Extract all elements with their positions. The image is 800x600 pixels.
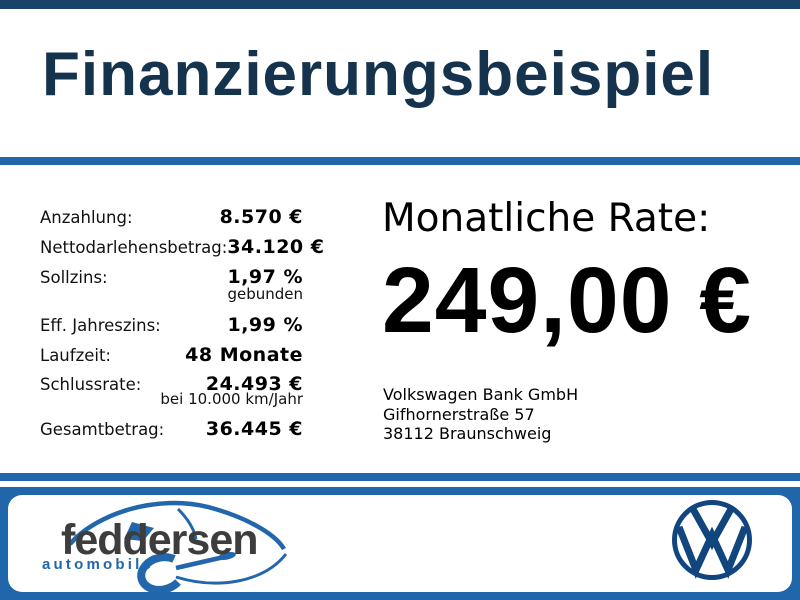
footer-band: feddersen automobile <box>0 487 800 600</box>
footer-divider <box>0 473 800 481</box>
finance-row-label: Nettodarlehensbetrag: <box>40 238 228 257</box>
finance-row-value: 8.570 € <box>219 206 303 228</box>
finance-row-value: 24.493 € <box>205 373 303 395</box>
bank-name: Volkswagen Bank GmbH <box>383 385 579 404</box>
finance-row: Sollzins: 1,97 % <box>40 266 303 288</box>
finance-row-value: 48 Monate <box>185 344 303 366</box>
vw-roundel-icon <box>672 500 752 580</box>
finance-row-label: Schlussrate: <box>40 375 142 394</box>
finance-row: Anzahlung: 8.570 € <box>40 206 303 228</box>
finance-row-note: bei 10.000 km/Jahr <box>160 390 303 408</box>
finance-row-value: 1,99 % <box>227 314 303 336</box>
finance-row-value: 36.445 € <box>205 418 303 440</box>
finance-row-note: gebunden <box>227 285 303 303</box>
finance-row-value: 1,97 % <box>227 266 303 288</box>
dealer-name-text: feddersen <box>61 516 258 564</box>
dealer-logo: feddersen automobile <box>42 500 288 593</box>
bank-street: Gifhornerstraße 57 <box>383 404 535 424</box>
car-outline-icon <box>68 500 288 593</box>
finance-row: Schlussrate: 24.493 € <box>40 373 303 395</box>
page-title: Finanzierungsbeispiel <box>42 40 715 109</box>
top-accent-bar <box>0 0 800 9</box>
finance-row-label: Sollzins: <box>40 268 108 287</box>
finance-row-label: Eff. Jahreszins: <box>40 316 161 335</box>
monthly-rate-value: 249,00 € <box>382 248 753 352</box>
finance-row: Laufzeit: 48 Monate <box>40 344 303 366</box>
finance-row-label: Laufzeit: <box>40 346 111 365</box>
finance-row: Nettodarlehensbetrag: 34.120 € <box>40 236 324 258</box>
finance-row: Eff. Jahreszins: 1,99 % <box>40 314 303 336</box>
dealer-sub-text: automobile <box>42 556 154 573</box>
finance-row-label: Anzahlung: <box>40 208 133 227</box>
header-divider <box>0 157 800 165</box>
finance-row-label: Gesamtbetrag: <box>40 420 165 439</box>
finance-row-value: 34.120 € <box>227 236 325 258</box>
bank-city: 38112 Braunschweig <box>383 424 552 443</box>
monthly-rate-label: Monatliche Rate: <box>382 196 711 241</box>
finance-row: Gesamtbetrag: 36.445 € <box>40 418 303 440</box>
footer-card: feddersen automobile <box>8 495 792 593</box>
bank-address: Volkswagen Bank GmbH Gifhornerstraße 57 … <box>383 385 578 444</box>
